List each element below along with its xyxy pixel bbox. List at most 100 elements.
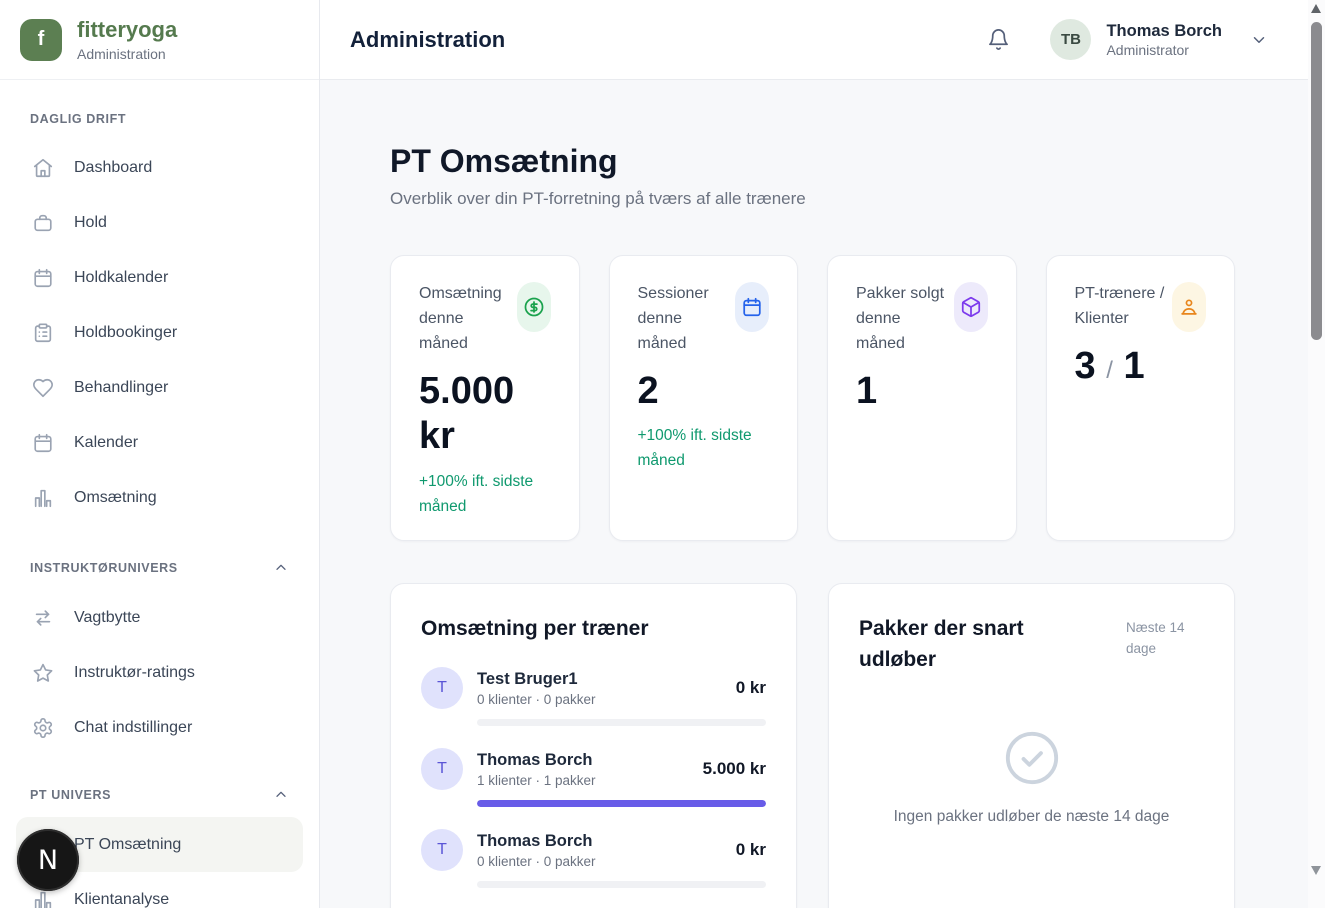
period-label: Næste 14 dage <box>1126 620 1185 656</box>
value-separator: / <box>1106 357 1113 385</box>
sidebar-item-hold[interactable]: Hold <box>16 195 303 250</box>
calendar-icon <box>735 282 769 333</box>
calendar-icon <box>32 267 54 289</box>
brand-logo: f <box>20 18 62 61</box>
sidebar-item-dashboard[interactable]: Dashboard <box>16 140 303 195</box>
gear-icon <box>32 717 54 739</box>
panels-grid: Omsætning per træner T Test Bruger1 0 kl… <box>390 583 1235 908</box>
scroll-down-arrow-icon[interactable] <box>1311 866 1321 875</box>
progress-bar <box>477 799 766 807</box>
trainer-count: 3 <box>1074 345 1096 388</box>
trainer-amount: 0 kr <box>735 677 766 697</box>
bell-icon <box>987 28 1010 51</box>
progress-bar <box>477 718 766 726</box>
chevron-down-icon <box>1250 31 1268 49</box>
sidebar-item-label: Klientanalyse <box>74 890 170 908</box>
stat-card-trainers-clients: PT-trænere / Klienter 3 / 1 <box>1045 255 1235 542</box>
stat-value: 2 <box>637 369 659 412</box>
dollar-circle-icon <box>516 282 551 333</box>
sidebar-item-label: Vagtbytte <box>74 608 141 626</box>
bar-chart-icon <box>32 487 54 509</box>
nav-items-instruktorunivers: Vagtbytte Instruktør-ratings Chat indsti… <box>16 590 303 755</box>
sidebar-item-instruktor-ratings[interactable]: Instruktør-ratings <box>16 645 303 700</box>
sidebar-item-label: Chat indstillinger <box>74 718 193 736</box>
client-count: 1 <box>1123 345 1145 388</box>
trainer-avatar: T <box>421 828 463 871</box>
trainer-name: Test Bruger1 <box>477 669 578 688</box>
sidebar-item-vagtbytte[interactable]: Vagtbytte <box>16 590 303 645</box>
section-instruktorunivers: INSTRUKTØRUNIVERS <box>30 560 289 576</box>
sidebar-item-kalender[interactable]: Kalender <box>16 415 303 470</box>
user-role: Administrator <box>1106 41 1189 58</box>
sidebar-item-label: Dashboard <box>74 158 153 176</box>
package-icon <box>953 282 988 333</box>
chevron-up-icon[interactable] <box>273 560 289 576</box>
empty-state: Ingen pakker udløber de næste 14 dage <box>859 729 1204 826</box>
trainer-revenue-panel: Omsætning per træner T Test Bruger1 0 kl… <box>390 583 797 908</box>
check-circle-icon <box>1003 729 1061 792</box>
brand: f fitteryoga Administration <box>0 0 319 80</box>
sidebar-item-label: PT Omsætning <box>74 835 182 853</box>
sidebar-item-omsaetning[interactable]: Omsætning <box>16 470 303 525</box>
section-pt-univers: PT UNIVERS <box>30 787 289 803</box>
swap-arrows-icon <box>32 607 54 629</box>
avatar: TB <box>1050 19 1092 60</box>
sidebar-item-label: Behandlinger <box>74 378 169 396</box>
trainer-amount: 0 kr <box>735 839 766 859</box>
users-icon <box>1172 282 1206 333</box>
stat-label: Sessioner denne måned <box>637 285 709 352</box>
stat-value: 5.000 kr <box>419 369 515 458</box>
sidebar-item-label: Hold <box>74 213 107 231</box>
stat-card-sessions: Sessioner denne måned 2 +100% ift. sidst… <box>608 255 798 542</box>
progress-bar <box>477 880 766 888</box>
chevron-up-icon[interactable] <box>273 787 289 803</box>
trainer-meta: 0 klienter · 0 pakker <box>477 692 596 708</box>
heart-icon <box>32 377 54 399</box>
nextjs-logo-letter: N <box>37 844 59 876</box>
empty-message: Ingen pakker udløber de næste 14 dage <box>893 808 1170 826</box>
clipboard-list-icon <box>32 322 54 344</box>
sidebar-item-holdkalender[interactable]: Holdkalender <box>16 250 303 305</box>
page-header-title: Administration <box>350 26 506 52</box>
sidebar: f fitteryoga Administration DAGLIG DRIFT… <box>0 0 320 908</box>
content-area: PT Omsætning Overblik over din PT-forret… <box>320 80 1308 908</box>
stat-label: PT-trænere / Klienter <box>1074 285 1165 328</box>
section-daglig-drift: DAGLIG DRIFT <box>30 112 289 126</box>
sidebar-item-klientanalyse[interactable]: Klientanalyse <box>16 872 303 908</box>
sidebar-item-label: Instruktør-ratings <box>74 663 195 681</box>
trainer-name: Thomas Borch <box>477 831 593 850</box>
notifications-button[interactable] <box>987 28 1010 51</box>
sidebar-item-chat-indstillinger[interactable]: Chat indstillinger <box>16 700 303 755</box>
user-menu[interactable]: TB Thomas Borch Administrator <box>1050 19 1268 60</box>
scroll-up-arrow-icon[interactable] <box>1311 4 1321 13</box>
stat-label: Pakker solgt denne måned <box>856 285 945 352</box>
sidebar-item-behandlinger[interactable]: Behandlinger <box>16 360 303 415</box>
nav-items-daglig-drift: Dashboard Hold Holdkalender <box>16 140 303 525</box>
main-area: Administration TB Thomas Borch Administr… <box>320 0 1308 908</box>
scrollbar-thumb[interactable] <box>1311 22 1322 340</box>
stat-label: Omsætning denne måned <box>419 285 502 352</box>
panel-title: Omsætning per træner <box>421 617 649 641</box>
home-icon <box>32 157 54 179</box>
sidebar-item-label: Kalender <box>74 433 139 451</box>
user-name: Thomas Borch <box>1106 22 1222 41</box>
section-title: DAGLIG DRIFT <box>30 112 127 126</box>
vertical-scrollbar[interactable] <box>1308 0 1325 908</box>
page-title: PT Omsætning <box>390 143 618 179</box>
nextjs-dev-badge[interactable]: N <box>17 829 79 891</box>
trainer-row[interactable]: T Test Bruger1 0 klienter · 0 pakker 0 k… <box>421 666 766 726</box>
trainer-amount: 5.000 kr <box>702 758 766 778</box>
stat-delta: +100% ift. sidste måned <box>637 427 752 470</box>
trainer-avatar: T <box>421 666 463 709</box>
section-title: PT UNIVERS <box>30 788 112 802</box>
brand-name: fitteryoga <box>77 17 178 43</box>
trainer-row[interactable]: T Thomas Borch 0 klienter · 0 pakker 0 k… <box>421 828 766 888</box>
trainer-row[interactable]: T Thomas Borch 1 klienter · 1 pakker 5.0… <box>421 747 766 807</box>
calendar-icon <box>32 432 54 454</box>
sidebar-item-label: Omsætning <box>74 488 157 506</box>
stat-value: 1 <box>856 369 878 412</box>
sidebar-item-holdbookinger[interactable]: Holdbookinger <box>16 305 303 360</box>
progress-fill <box>477 799 766 807</box>
bag-icon <box>32 212 54 234</box>
